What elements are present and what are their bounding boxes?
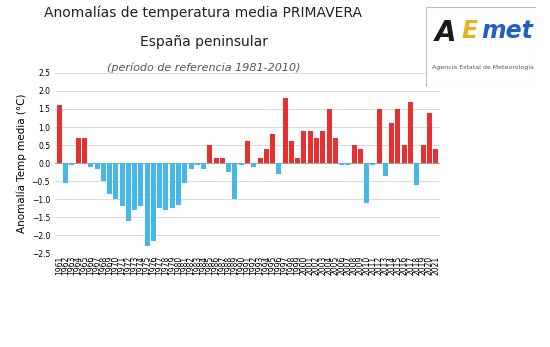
Bar — [408, 102, 413, 163]
Bar — [289, 142, 294, 163]
Bar — [132, 163, 137, 210]
Bar — [201, 163, 206, 169]
Bar — [339, 163, 344, 165]
Bar — [76, 138, 81, 163]
Bar — [101, 163, 106, 181]
Bar — [377, 109, 382, 163]
Bar — [207, 145, 212, 163]
Bar — [233, 163, 238, 199]
Bar — [145, 163, 150, 246]
Bar — [358, 149, 363, 163]
Bar — [163, 163, 168, 210]
Bar — [283, 98, 288, 163]
Bar — [370, 163, 376, 165]
Y-axis label: Anomalía Temp media (°C): Anomalía Temp media (°C) — [17, 93, 28, 233]
FancyBboxPatch shape — [426, 7, 536, 87]
Bar — [113, 163, 118, 199]
Bar — [119, 163, 125, 206]
Text: (período de referencia 1981-2010): (período de referencia 1981-2010) — [107, 62, 300, 73]
Bar — [151, 163, 156, 241]
Bar — [226, 163, 231, 172]
Bar — [414, 163, 419, 185]
Bar — [427, 112, 432, 163]
Bar — [433, 149, 438, 163]
Text: Agencia Estatal de Meteorología: Agencia Estatal de Meteorología — [432, 65, 534, 70]
Bar — [351, 145, 356, 163]
Bar — [320, 130, 325, 163]
Text: A: A — [435, 19, 456, 47]
Bar — [69, 163, 74, 165]
Bar — [383, 163, 388, 176]
Bar — [182, 163, 188, 183]
Bar — [333, 138, 338, 163]
Bar — [295, 158, 300, 163]
Bar — [139, 163, 144, 206]
Bar — [157, 163, 162, 208]
Bar — [88, 163, 94, 167]
Bar — [270, 134, 275, 163]
Bar — [57, 105, 62, 163]
Bar — [126, 163, 131, 221]
Bar — [95, 163, 100, 169]
Bar — [327, 109, 332, 163]
Bar — [195, 163, 200, 165]
Bar — [189, 163, 194, 169]
Bar — [82, 138, 87, 163]
Text: Anomalías de temperatura media PRIMAVERA: Anomalías de temperatura media PRIMAVERA — [45, 5, 362, 20]
Bar — [402, 145, 407, 163]
Bar — [307, 130, 313, 163]
Bar — [257, 158, 262, 163]
Bar — [251, 163, 256, 167]
Text: met: met — [481, 19, 533, 43]
Bar — [364, 163, 369, 203]
Bar — [213, 158, 219, 163]
Bar — [276, 163, 282, 174]
Bar — [239, 163, 244, 165]
Bar — [107, 163, 112, 194]
Bar — [264, 149, 269, 163]
Text: E: E — [461, 19, 477, 43]
Text: España peninsular: España peninsular — [140, 35, 267, 49]
Bar — [220, 158, 225, 163]
Bar — [421, 145, 426, 163]
Bar — [176, 163, 181, 205]
Bar — [170, 163, 175, 208]
Bar — [63, 163, 68, 183]
Bar — [345, 163, 350, 165]
Bar — [301, 130, 306, 163]
Bar — [245, 142, 250, 163]
Bar — [314, 138, 319, 163]
Bar — [389, 124, 394, 163]
Bar — [395, 109, 400, 163]
